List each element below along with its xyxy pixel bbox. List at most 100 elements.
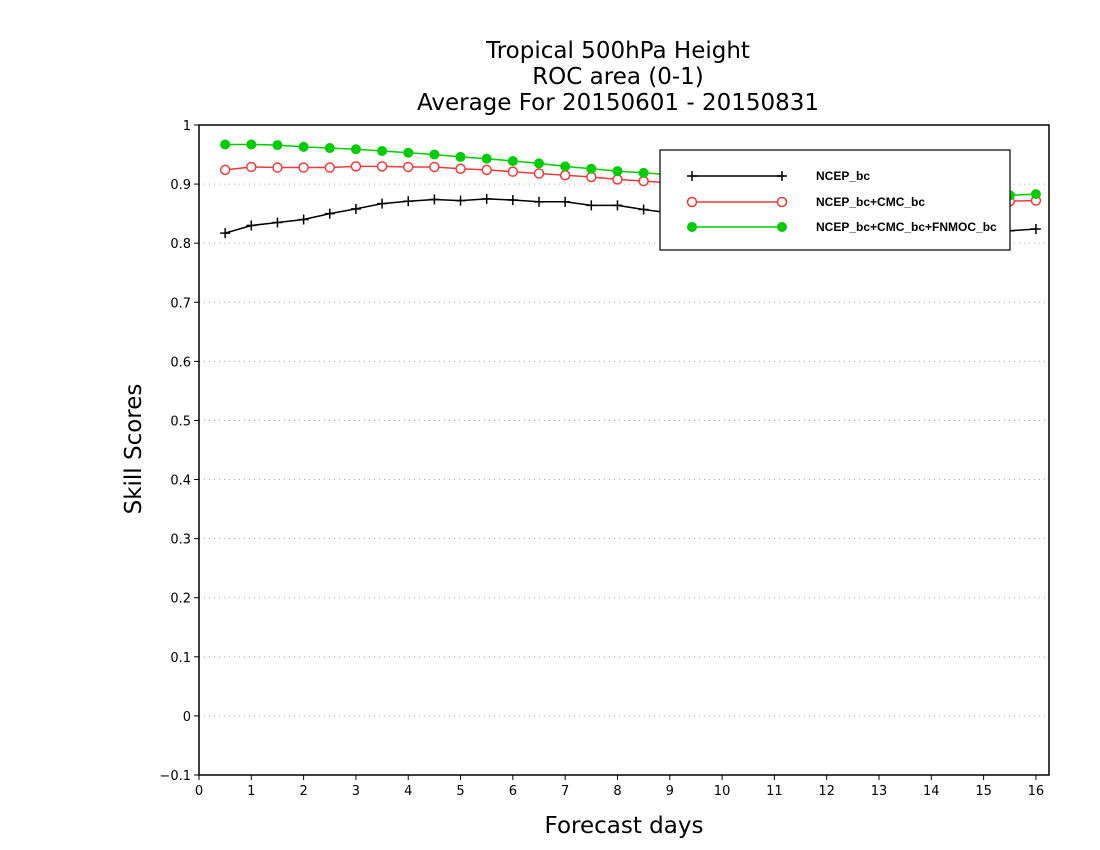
data-point <box>324 162 336 173</box>
data-point <box>534 196 544 207</box>
data-point <box>687 171 697 181</box>
data-point <box>455 151 466 162</box>
y-tick-label: 0.3 <box>170 533 191 548</box>
x-axis-label: Forecast days <box>545 813 704 839</box>
data-point <box>612 200 623 211</box>
data-point <box>586 163 597 174</box>
data-point <box>507 195 518 206</box>
legend-label: NCEP_bc <box>816 169 870 183</box>
data-point <box>638 167 649 178</box>
x-tick-label: 14 <box>923 784 940 799</box>
legend: NCEP_bc NCEP_bc+CMC_bc NCEP_bc+CMC_bc+FNMO… <box>659 149 1011 251</box>
x-tick-label: 11 <box>766 784 783 799</box>
data-point <box>586 200 597 211</box>
data-point <box>586 171 597 183</box>
x-tick-label: 1 <box>247 784 255 799</box>
data-point <box>272 162 283 173</box>
y-tick-label: −0.1 <box>159 769 191 784</box>
data-point <box>377 146 388 156</box>
data-point <box>246 161 257 173</box>
x-tick-label: 9 <box>666 784 674 799</box>
data-point <box>777 171 787 181</box>
data-point <box>560 196 571 207</box>
data-point <box>455 163 466 174</box>
data-point <box>776 196 788 208</box>
data-point <box>534 158 544 169</box>
grid-lines <box>199 183 1049 717</box>
data-point <box>429 194 440 205</box>
data-point <box>1030 189 1041 200</box>
data-point <box>377 198 388 209</box>
x-ticks: 0 1 2 3 4 5 6 7 8 9 10 11 12 13 14 15 16 <box>195 775 1044 799</box>
x-tick-label: 5 <box>456 784 464 799</box>
x-tick-label: 12 <box>818 784 835 799</box>
data-point <box>324 143 335 154</box>
data-point <box>403 147 414 158</box>
data-point <box>507 166 519 177</box>
data-point <box>272 140 283 151</box>
x-tick-label: 7 <box>561 784 569 799</box>
data-point <box>324 208 335 219</box>
y-tick-label: 0.2 <box>170 592 191 607</box>
data-point <box>612 174 623 185</box>
data-point <box>298 214 309 225</box>
y-tick-label: 0.9 <box>170 178 191 193</box>
y-tick-label: 0.6 <box>170 355 191 370</box>
y-tick-label: 0.4 <box>170 474 191 489</box>
data-point <box>246 139 257 150</box>
y-tick-label: 1 <box>183 119 191 134</box>
x-tick-label: 0 <box>195 784 203 799</box>
x-tick-label: 10 <box>714 784 731 799</box>
data-point <box>298 141 309 152</box>
data-point <box>455 195 466 206</box>
legend-label: NCEP_bc+CMC_bc+FNMOC_bc <box>816 220 997 234</box>
x-tick-label: 13 <box>871 784 888 799</box>
data-point <box>1030 224 1041 234</box>
data-point <box>219 164 231 176</box>
data-point <box>376 161 388 172</box>
data-point <box>481 193 492 204</box>
data-point <box>298 162 309 173</box>
data-point <box>612 166 623 177</box>
data-point <box>638 175 649 187</box>
y-ticks: −0.1 0 0.1 0.2 0.3 0.4 0.5 0.6 0.7 0.8 0.9 1 <box>159 119 199 784</box>
x-tick-label: 6 <box>509 784 517 799</box>
y-tick-label: 0.1 <box>170 651 191 666</box>
data-point <box>402 161 414 173</box>
data-point <box>220 139 231 150</box>
data-point <box>350 144 361 155</box>
data-point <box>687 222 697 232</box>
legend-label: NCEP_bc+CMC_bc <box>816 195 925 209</box>
data-point <box>272 217 283 228</box>
data-point <box>777 222 787 232</box>
legend-box <box>659 149 1011 251</box>
y-axis-label: Skill Scores <box>121 384 147 515</box>
y-tick-label: 0.7 <box>170 296 191 311</box>
data-point <box>560 161 571 172</box>
y-tick-label: 0.8 <box>170 237 191 252</box>
data-point <box>350 203 361 214</box>
data-point <box>686 196 698 208</box>
plot-frame <box>198 124 1050 776</box>
data-point <box>246 220 257 231</box>
y-tick-label: 0 <box>183 710 191 725</box>
y-tick-label: 0.5 <box>170 414 191 429</box>
data-point <box>533 168 545 179</box>
x-tick-label: 3 <box>352 784 360 799</box>
data-point <box>559 169 571 181</box>
data-point <box>507 156 518 167</box>
x-tick-label: 16 <box>1028 784 1045 799</box>
data-point <box>481 153 492 164</box>
legend-entry: NCEP_bc+CMC_bc+FNMOC_bc <box>687 220 997 234</box>
data-point <box>638 204 649 215</box>
legend-entry: NCEP_bc <box>687 169 870 183</box>
chart-title-line-3: Average For 20150601 - 20150831 <box>417 90 819 116</box>
data-point <box>350 161 362 172</box>
data-point <box>429 149 440 160</box>
x-tick-label: 8 <box>613 784 621 799</box>
data-point <box>429 161 440 173</box>
x-tick-label: 2 <box>299 784 307 799</box>
legend-entry: NCEP_bc+CMC_bc <box>686 195 925 209</box>
data-point <box>481 164 492 176</box>
